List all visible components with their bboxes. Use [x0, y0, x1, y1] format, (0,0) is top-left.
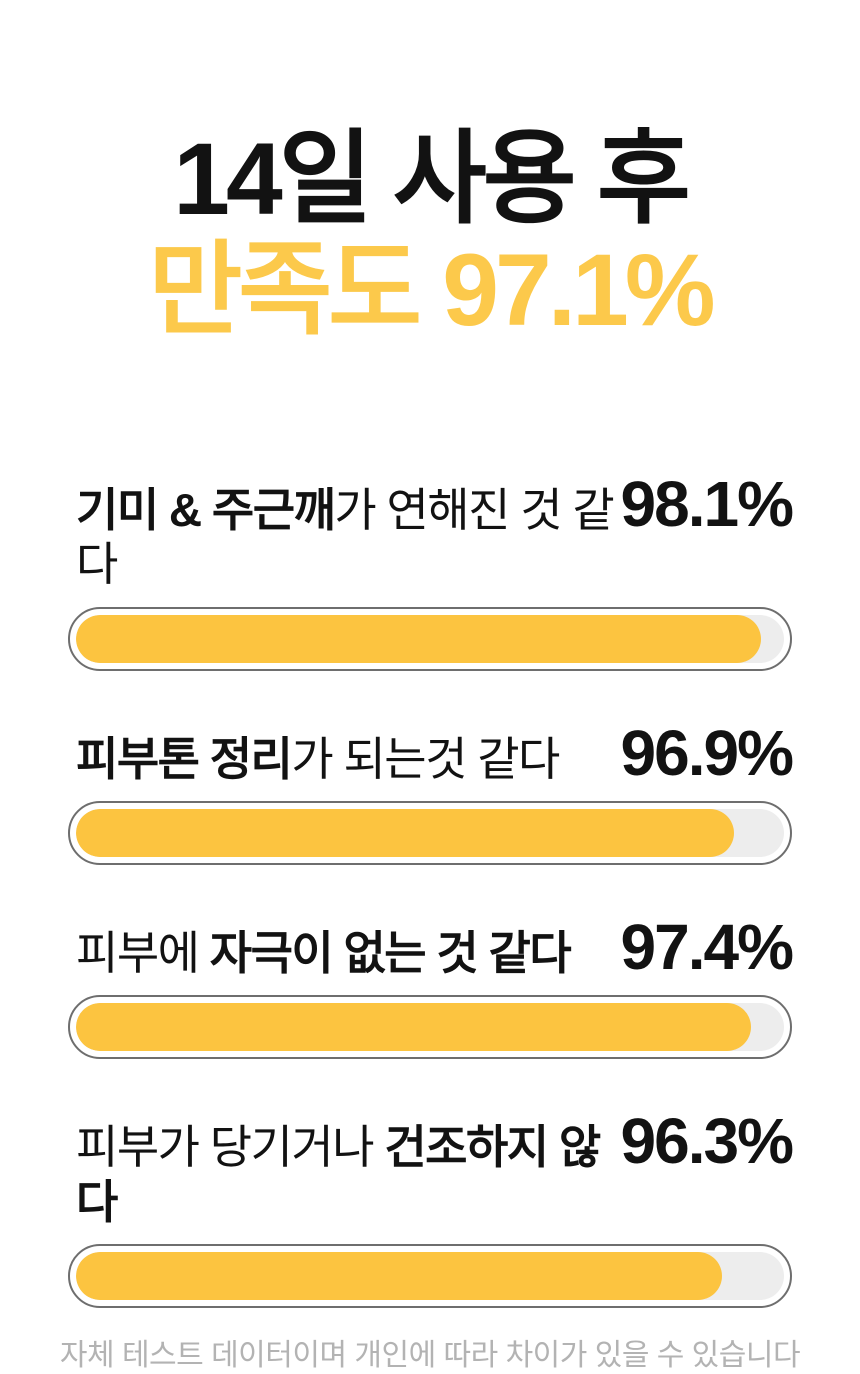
progress-bar-track — [76, 614, 784, 663]
progress-bar — [68, 606, 792, 671]
survey-row-2: 피부톤 정리가 되는것 같다 96.9% — [68, 716, 794, 865]
survey-row-1: 기미 & 주근깨가 연해진 것 같다 98.1% — [68, 468, 794, 671]
label-segment-pre: 피부가 당기거나 — [76, 1121, 385, 1174]
progress-bar-fill — [76, 1251, 723, 1300]
progress-bar-track — [76, 808, 784, 857]
survey-row-value: 96.3% — [620, 1105, 794, 1178]
survey-row-value: 96.9% — [620, 716, 794, 789]
progress-bar-track — [76, 1251, 784, 1300]
survey-row-header: 기미 & 주근깨가 연해진 것 같다 98.1% — [68, 468, 794, 592]
survey-row-header: 피부톤 정리가 되는것 같다 96.9% — [68, 716, 794, 789]
disclaimer-text: 자체 테스트 데이터이며 개인에 따라 차이가 있을 수 있습니다 — [59, 1338, 801, 1372]
survey-row-4: 피부가 당기거나 건조하지 않다 96.3% — [68, 1105, 794, 1308]
progress-bar-fill — [76, 808, 734, 857]
label-segment-post: 가 연해진 것 같다 — [76, 484, 615, 591]
label-segment-bold: 건조하지 않다 — [76, 1121, 601, 1228]
survey-row-label: 피부에 자극이 없는 것 같다 — [76, 926, 572, 980]
label-segment-bold: 기미 & 주근깨 — [76, 484, 336, 537]
survey-row-3: 피부에 자극이 없는 것 같다 97.4% — [68, 910, 794, 1060]
progress-bar-track — [76, 1003, 784, 1052]
progress-bar — [68, 995, 792, 1060]
survey-row-header: 피부에 자극이 없는 것 같다 97.4% — [68, 910, 794, 983]
survey-row-label: 피부가 당기거나 건조하지 않다 — [76, 1120, 621, 1229]
label-segment-bold: 자극이 없는 것 같다 — [209, 926, 572, 979]
survey-row-header: 피부가 당기거나 건조하지 않다 96.3% — [68, 1105, 794, 1229]
label-segment-bold: 피부톤 정리 — [76, 732, 293, 785]
survey-row-value: 98.1% — [620, 468, 794, 541]
progress-bar-fill — [76, 1003, 751, 1052]
survey-row-value: 97.4% — [620, 910, 794, 983]
page-title: 14일 사용 후 — [173, 122, 691, 236]
page-header: 14일 사용 후 만족도 97.1% — [0, 0, 860, 344]
survey-results-list: 기미 & 주근깨가 연해진 것 같다 98.1% 피부톤 정리가 되는것 같다 … — [68, 468, 794, 1308]
progress-bar — [68, 800, 792, 865]
label-segment-post: 가 되는것 같다 — [291, 732, 560, 785]
progress-bar-fill — [76, 614, 762, 663]
page-subtitle-satisfaction: 만족도 97.1% — [148, 233, 715, 348]
label-segment-pre: 피부에 — [76, 926, 210, 979]
progress-bar — [68, 1243, 792, 1308]
survey-row-label: 기미 & 주근깨가 연해진 것 같다 — [76, 483, 621, 592]
survey-row-label: 피부톤 정리가 되는것 같다 — [76, 732, 560, 786]
